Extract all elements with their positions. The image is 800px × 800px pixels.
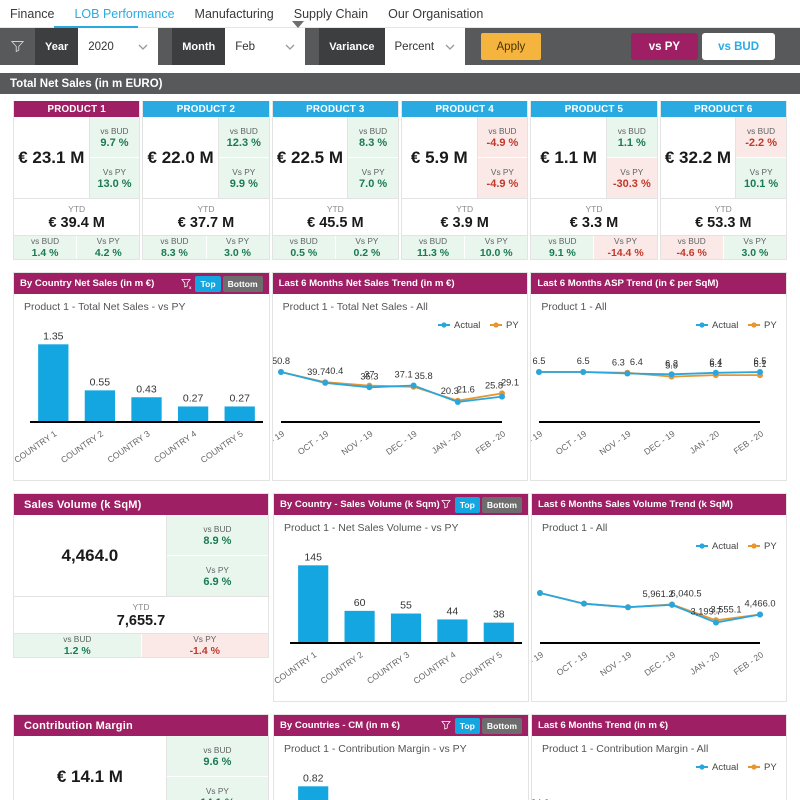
svg-text:x: x (189, 285, 192, 290)
svg-text:OCT - 19: OCT - 19 (554, 428, 589, 456)
svg-text:COUNTRY 1: COUNTRY 1 (14, 428, 59, 465)
svg-text:PY: PY (764, 320, 777, 331)
svg-text:0.27: 0.27 (183, 392, 204, 404)
svg-text:145: 145 (304, 551, 322, 563)
svg-text:JAN - 20: JAN - 20 (688, 428, 721, 455)
svg-text:Actual: Actual (454, 320, 480, 331)
svg-text:3,199.7: 3,199.7 (690, 607, 721, 617)
svg-text:6.5: 6.5 (577, 356, 590, 366)
svg-text:PY: PY (506, 320, 519, 331)
svg-text:25.8: 25.8 (485, 381, 503, 391)
svg-text:6.3: 6.3 (612, 358, 625, 368)
svg-text:COUNTRY 1: COUNTRY 1 (274, 649, 319, 686)
svg-text:COUNTRY 4: COUNTRY 4 (152, 428, 198, 465)
svg-text:COUNTRY 5: COUNTRY 5 (199, 428, 245, 465)
svg-text:JAN - 20: JAN - 20 (429, 428, 462, 455)
svg-text:50.8: 50.8 (273, 356, 290, 366)
svg-text:NOV - 19: NOV - 19 (598, 428, 633, 457)
svg-text:6.4: 6.4 (710, 357, 723, 367)
svg-text:40.4: 40.4 (325, 366, 343, 376)
svg-text:0.43: 0.43 (136, 383, 157, 395)
svg-text:6.2: 6.2 (665, 358, 678, 368)
svg-text:21.6: 21.6 (456, 385, 474, 395)
svg-text:1.35: 1.35 (43, 330, 64, 342)
svg-text:SEP - 19: SEP - 19 (531, 428, 544, 456)
svg-text:PY: PY (764, 541, 777, 552)
svg-text:0.27: 0.27 (229, 392, 250, 404)
svg-text:PY: PY (764, 762, 777, 773)
svg-text:0.55: 0.55 (90, 376, 111, 388)
svg-text:0.82: 0.82 (303, 772, 324, 784)
svg-text:35.8: 35.8 (414, 371, 432, 381)
svg-text:FEB - 20: FEB - 20 (473, 428, 507, 456)
svg-text:OCT - 19: OCT - 19 (555, 649, 590, 677)
svg-text:35.3: 35.3 (360, 371, 378, 381)
svg-text:COUNTRY 3: COUNTRY 3 (105, 428, 151, 465)
svg-text:COUNTRY 4: COUNTRY 4 (411, 649, 457, 686)
svg-text:37.1: 37.1 (394, 369, 412, 379)
svg-text:6,040.5: 6,040.5 (670, 588, 701, 598)
svg-text:SEP - 19: SEP - 19 (273, 428, 286, 456)
svg-text:COUNTRY 2: COUNTRY 2 (319, 649, 365, 686)
svg-text:6.5: 6.5 (754, 356, 767, 366)
svg-text:FEB - 20: FEB - 20 (732, 649, 766, 677)
svg-text:20.3: 20.3 (440, 386, 458, 396)
svg-text:DEC - 19: DEC - 19 (642, 649, 677, 678)
svg-text:DEC - 19: DEC - 19 (384, 428, 419, 457)
svg-text:6.5: 6.5 (533, 356, 546, 366)
svg-text:NOV - 19: NOV - 19 (339, 428, 374, 457)
svg-text:NOV - 19: NOV - 19 (598, 649, 633, 678)
svg-text:44: 44 (447, 605, 459, 617)
svg-text:COUNTRY 3: COUNTRY 3 (365, 649, 411, 686)
svg-text:38: 38 (493, 609, 505, 621)
svg-text:COUNTRY 2: COUNTRY 2 (59, 428, 105, 465)
svg-text:DEC - 19: DEC - 19 (642, 428, 677, 457)
svg-text:COUNTRY 5: COUNTRY 5 (458, 649, 504, 686)
svg-text:29.1: 29.1 (501, 377, 519, 387)
svg-text:Actual: Actual (712, 541, 738, 552)
svg-text:55: 55 (400, 600, 412, 612)
svg-text:SEP - 19: SEP - 19 (532, 649, 545, 677)
svg-text:4,466.0: 4,466.0 (744, 598, 775, 608)
svg-text:Actual: Actual (712, 320, 738, 331)
svg-text:39.7: 39.7 (307, 367, 325, 377)
svg-text:OCT - 19: OCT - 19 (295, 428, 330, 456)
svg-text:FEB - 20: FEB - 20 (732, 428, 766, 456)
svg-text:Actual: Actual (712, 762, 738, 773)
svg-text:60: 60 (354, 597, 366, 609)
svg-text:5,961.2: 5,961.2 (642, 589, 673, 599)
svg-text:JAN - 20: JAN - 20 (688, 649, 721, 676)
svg-text:6.4: 6.4 (630, 357, 643, 367)
